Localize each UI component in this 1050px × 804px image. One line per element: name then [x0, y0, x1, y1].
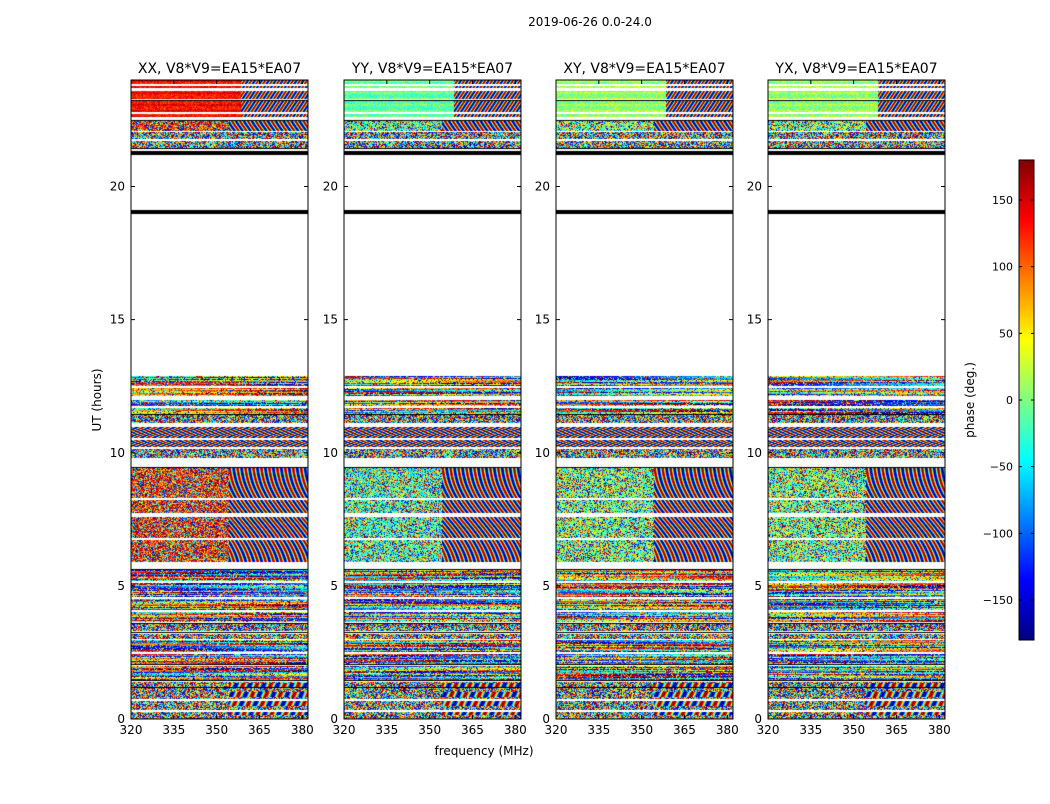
panel-yx: YX, V8*V9=EA15*EA07 320 335 350 365 380 0 5 10 15…	[747, 61, 951, 737]
y-tick-label: 0	[754, 712, 762, 726]
figure-suptitle: 2019-06-26 0.0-24.0	[528, 15, 652, 29]
panel-xy: XY, V8*V9=EA15*EA07 320 335 350 365 380 0 5 10 15…	[535, 61, 739, 737]
colorbar-tick-label: 50	[999, 327, 1013, 340]
x-tick-label: 380	[928, 723, 951, 737]
x-tick-label: 380	[716, 723, 739, 737]
panel-xx: XX, V8*V9=EA15*EA07 320 335 350 365 380 0 5 10 15…	[110, 61, 314, 737]
y-tick-label: 5	[330, 579, 338, 593]
y-tick-label: 10	[747, 446, 762, 460]
colorbar-tick-label: 150	[992, 194, 1013, 207]
y-tick-label: 20	[323, 180, 338, 194]
y-tick-label: 10	[110, 446, 125, 460]
x-tick-label: 380	[504, 723, 527, 737]
colorbar-tick-label: −50	[990, 461, 1013, 474]
y-tick-label: 5	[754, 579, 762, 593]
colorbar-tick-label: 0	[1006, 394, 1013, 407]
colorbar: −150 −100 −50 0 50 100 150 phase (deg.)	[963, 159, 1035, 641]
panel-frame	[130, 79, 309, 720]
x-tick-label: 320	[545, 723, 568, 737]
y-tick-label: 15	[110, 313, 125, 327]
x-tick-label: 365	[885, 723, 908, 737]
phase-heatmap-image	[131, 80, 308, 719]
y-tick-label: 10	[323, 446, 338, 460]
panel-yy: YY, V8*V9=EA15*EA07 320 335 350 365 380 0 5 10 15…	[323, 61, 527, 737]
x-tick-label: 350	[842, 723, 865, 737]
y-tick-label: 0	[117, 712, 125, 726]
x-tick-label: 365	[248, 723, 271, 737]
panel-title: YX, V8*V9=EA15*EA07	[774, 61, 937, 77]
y-tick-label: 0	[330, 712, 338, 726]
x-tick-label: 365	[673, 723, 696, 737]
x-axis-label: frequency (MHz)	[434, 744, 533, 758]
panel-title: YY, V8*V9=EA15*EA07	[351, 61, 513, 77]
x-tick-label: 350	[418, 723, 441, 737]
y-tick-label: 20	[535, 180, 550, 194]
panel-title: XX, V8*V9=EA15*EA07	[138, 61, 301, 77]
x-tick-label: 380	[291, 723, 314, 737]
y-tick-label: 15	[535, 313, 550, 327]
panel-frame	[343, 79, 522, 720]
y-tick-label: 20	[110, 180, 125, 194]
y-tick-label: 10	[535, 446, 550, 460]
x-tick-label: 320	[333, 723, 356, 737]
y-tick-label: 0	[542, 712, 550, 726]
y-tick-label: 15	[323, 313, 338, 327]
x-tick-label: 365	[461, 723, 484, 737]
phase-heatmap-image	[556, 80, 733, 719]
y-tick-label: 5	[117, 579, 125, 593]
y-tick-label: 20	[747, 180, 762, 194]
phase-heatmap-image	[344, 80, 521, 719]
panel-frame	[555, 79, 734, 720]
panel-frame	[767, 79, 946, 720]
x-tick-label: 350	[630, 723, 653, 737]
x-tick-label: 320	[120, 723, 143, 737]
colorbar-tick-label: −100	[983, 527, 1013, 540]
x-tick-label: 335	[162, 723, 185, 737]
phase-heatmap-image	[768, 80, 945, 719]
panels: XX, V8*V9=EA15*EA07 320 335 350 365 380 0 5 10 15…	[110, 61, 951, 737]
x-tick-label: 350	[205, 723, 228, 737]
colorbar-tick-label: 100	[992, 261, 1013, 274]
y-tick-label: 5	[542, 579, 550, 593]
x-tick-label: 335	[375, 723, 398, 737]
y-tick-label: 15	[747, 313, 762, 327]
x-tick-label: 335	[799, 723, 822, 737]
x-tick-label: 335	[587, 723, 610, 737]
x-tick-label: 320	[757, 723, 780, 737]
panel-title: XY, V8*V9=EA15*EA07	[563, 61, 725, 77]
colorbar-label: phase (deg.)	[963, 362, 977, 438]
colorbar-tick-label: −150	[983, 594, 1013, 607]
y-axis-label: UT (hours)	[90, 368, 104, 431]
